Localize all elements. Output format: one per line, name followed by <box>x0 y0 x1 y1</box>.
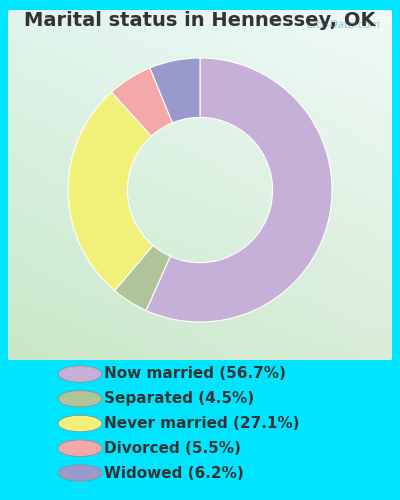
Text: Separated (4.5%): Separated (4.5%) <box>104 391 254 406</box>
Text: Divorced (5.5%): Divorced (5.5%) <box>104 441 241 456</box>
Wedge shape <box>150 58 200 123</box>
Circle shape <box>58 440 102 456</box>
Text: Widowed (6.2%): Widowed (6.2%) <box>104 466 244 480</box>
Circle shape <box>58 366 102 382</box>
Circle shape <box>58 465 102 481</box>
Text: City-Data.com: City-Data.com <box>306 20 380 30</box>
Wedge shape <box>146 58 332 322</box>
Text: Never married (27.1%): Never married (27.1%) <box>104 416 300 431</box>
Wedge shape <box>68 92 153 290</box>
Text: Now married (56.7%): Now married (56.7%) <box>104 366 286 382</box>
Wedge shape <box>112 68 172 136</box>
Circle shape <box>58 390 102 407</box>
Text: Marital status in Hennessey, OK: Marital status in Hennessey, OK <box>24 11 376 30</box>
Circle shape <box>58 415 102 432</box>
Wedge shape <box>114 246 170 310</box>
